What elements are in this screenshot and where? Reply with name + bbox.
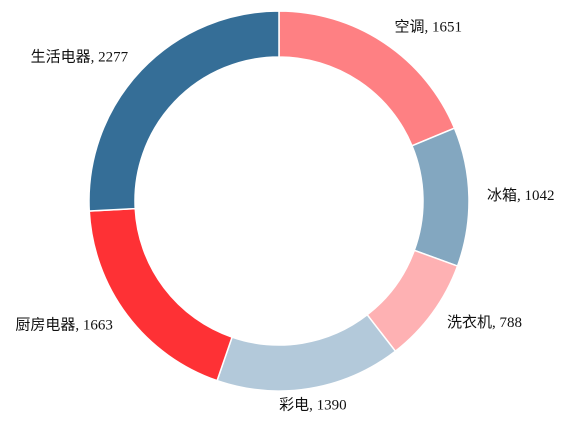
donut-slice <box>88 207 234 382</box>
data-label: 洗衣机, 788 <box>447 314 522 331</box>
donut-slice <box>411 127 470 268</box>
data-label: 生活电器, 2277 <box>31 48 129 65</box>
data-label: 厨房电器, 1663 <box>15 317 113 334</box>
data-label: 冰箱, 1042 <box>487 187 555 204</box>
data-label: 空调, 1651 <box>394 18 462 35</box>
donut-slice <box>88 10 280 212</box>
data-label: 彩电, 1390 <box>279 397 347 414</box>
donut-slice <box>216 313 397 392</box>
